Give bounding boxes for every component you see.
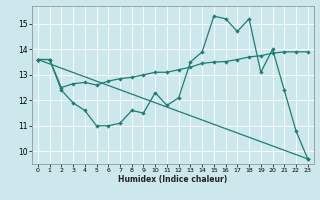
X-axis label: Humidex (Indice chaleur): Humidex (Indice chaleur) bbox=[118, 175, 228, 184]
